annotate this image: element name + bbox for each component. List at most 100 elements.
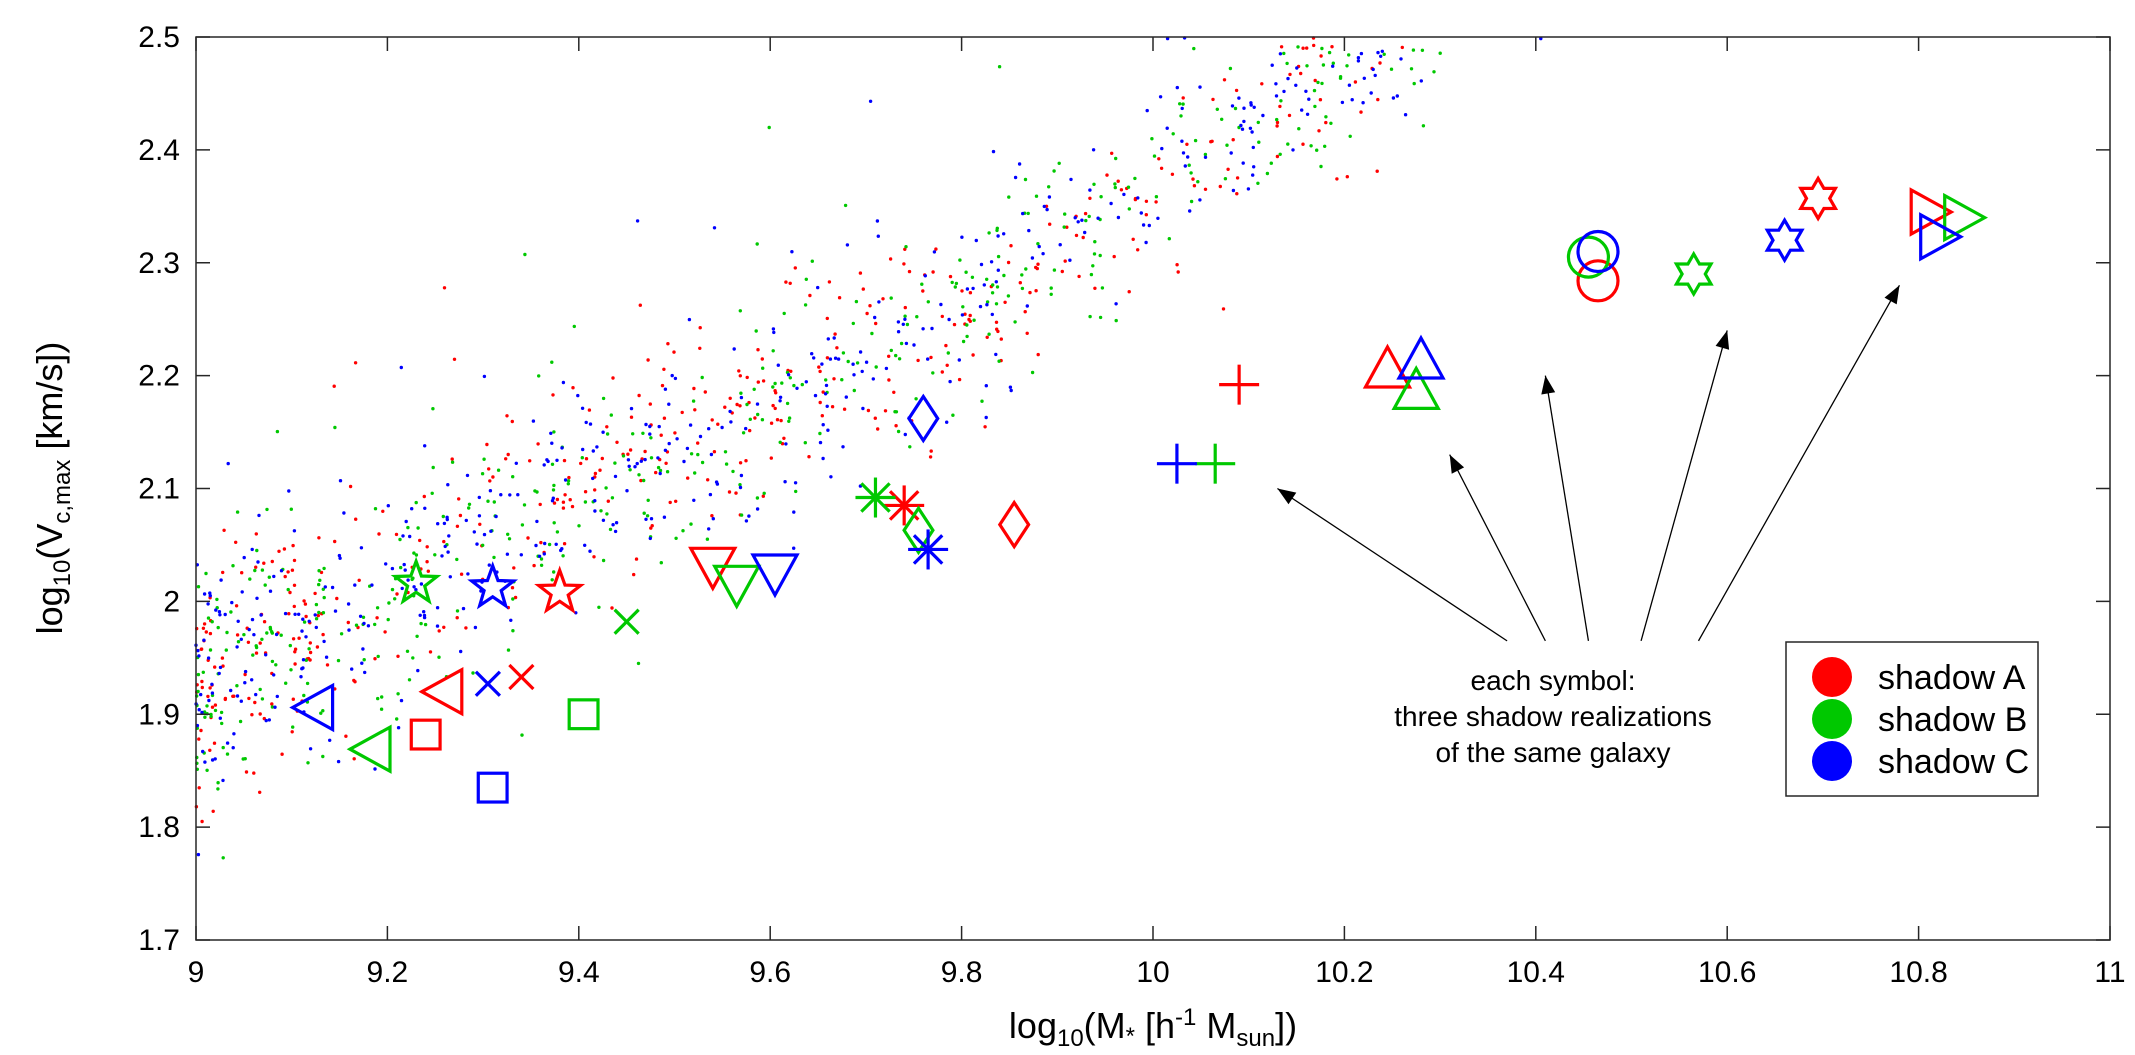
scatter-dot-C	[436, 522, 440, 526]
scatter-dot-A	[200, 679, 204, 684]
scatter-dot-A	[674, 499, 678, 503]
scatter-dot-A	[1260, 82, 1264, 86]
scatter-dot-C	[446, 550, 450, 554]
scatter-dot-A	[1345, 175, 1350, 179]
scatter-dot-A	[1144, 199, 1149, 203]
scatter-dot-B	[396, 692, 400, 696]
scatter-dot-C	[1041, 252, 1045, 256]
scatter-dot-A	[693, 408, 697, 412]
scatter-dot-A	[1065, 225, 1069, 229]
scatter-dot-C	[1246, 187, 1251, 191]
scatter-dot-B	[1026, 211, 1030, 216]
scatter-dot-C	[663, 387, 668, 391]
scatter-dot-C	[1399, 57, 1403, 61]
scatter-dot-B	[263, 583, 267, 587]
scatter-dot-C	[519, 553, 523, 557]
scatter-dot-A	[821, 390, 825, 394]
scatter-dot-A	[1210, 139, 1214, 143]
scatter-dot-B	[773, 381, 777, 386]
scatter-dot-C	[1198, 85, 1202, 89]
scatter-dot-B	[649, 436, 653, 440]
scatter-dot-A	[528, 459, 532, 463]
scatter-dot-B	[601, 396, 606, 401]
scatter-dot-C	[884, 366, 889, 371]
scatter-dot-A	[571, 386, 575, 390]
scatter-dot-C	[448, 575, 452, 579]
scatter-dot-C	[595, 445, 599, 449]
scatter-dot-A	[335, 596, 339, 601]
scatter-dot-B	[322, 566, 326, 571]
scatter-dot-B	[321, 611, 326, 615]
scatter-dot-C	[256, 560, 260, 564]
scatter-dot-C	[516, 493, 520, 497]
scatter-dot-A	[928, 455, 933, 459]
scatter-dot-B	[322, 595, 326, 600]
scatter-dot-C	[707, 527, 711, 531]
scatter-dot-B	[1320, 81, 1324, 86]
scatter-dot-B	[953, 285, 957, 289]
scatter-dot-C	[648, 424, 652, 429]
scatter-dot-C	[1373, 73, 1377, 78]
annotation-line-2: three shadow realizations	[1394, 701, 1712, 732]
scatter-dot-B	[899, 341, 904, 346]
scatter-dot-B	[520, 733, 524, 737]
scatter-dot-B	[843, 203, 848, 208]
scatter-dot-C	[635, 461, 639, 466]
scatter-dot-B	[395, 717, 399, 721]
scatter-dot-A	[254, 651, 259, 655]
scatter-dot-C	[744, 519, 749, 523]
scatter-dot-A	[223, 696, 228, 701]
scatter-dot-B	[224, 648, 228, 652]
scatter-dot-C	[443, 544, 447, 549]
scatter-dot-B	[608, 527, 613, 532]
scatter-dot-C	[613, 474, 618, 479]
scatter-dot-A	[568, 498, 572, 502]
scatter-dot-B	[1114, 156, 1118, 161]
scatter-dot-A	[562, 542, 567, 546]
scatter-dot-C	[1009, 388, 1013, 393]
scatter-dot-C	[821, 423, 825, 427]
x-tick-label: 9.6	[749, 956, 791, 989]
scatter-dot-C	[1274, 82, 1278, 86]
scatter-dot-C	[203, 760, 207, 764]
scatter-dot-C	[446, 483, 450, 487]
scatter-dot-C	[1114, 302, 1118, 306]
x-tick-label: 10.2	[1315, 956, 1373, 989]
scatter-dot-C	[601, 430, 605, 434]
scatter-dot-A	[332, 384, 336, 388]
scatter-dot-C	[1037, 244, 1041, 249]
scatter-dot-A	[1063, 259, 1067, 263]
scatter-dot-B	[841, 351, 846, 355]
scatter-dot-C	[1250, 130, 1254, 134]
scatter-dot-B	[437, 655, 441, 659]
scatter-dot-A	[638, 303, 642, 307]
scatter-dot-A	[286, 570, 290, 574]
scatter-dot-B	[920, 282, 924, 286]
scatter-dot-C	[297, 612, 301, 616]
scatter-dot-B	[390, 587, 395, 592]
scatter-dot-A	[808, 293, 812, 298]
scatter-dot-B	[577, 524, 581, 528]
scatter-dot-A	[1221, 307, 1226, 311]
scatter-dot-A	[1218, 184, 1223, 189]
scatter-dot-B	[260, 697, 265, 701]
scatter-dot-C	[347, 628, 351, 632]
scatter-dot-A	[827, 280, 832, 284]
scatter-dot-A	[952, 322, 957, 327]
scatter-dot-A	[426, 569, 430, 573]
scatter-dot-B	[987, 332, 991, 336]
scatter-dot-C	[832, 336, 836, 340]
scatter-dot-A	[881, 297, 885, 301]
scatter-dot-B	[305, 681, 310, 686]
scatter-dot-B	[787, 419, 791, 423]
scatter-dot-C	[445, 517, 449, 522]
scatter-dot-C	[601, 518, 606, 522]
y-tick-label: 2	[163, 585, 180, 618]
annotation-arrow-2	[1449, 454, 1546, 642]
scatter-dot-C	[639, 459, 643, 463]
scatter-dot-C	[545, 458, 549, 462]
scatter-dot-C	[423, 506, 427, 510]
scatter-dot-A	[1154, 200, 1158, 204]
scatter-dot-C	[984, 384, 988, 388]
annotation-arrowhead-3	[1541, 375, 1556, 395]
